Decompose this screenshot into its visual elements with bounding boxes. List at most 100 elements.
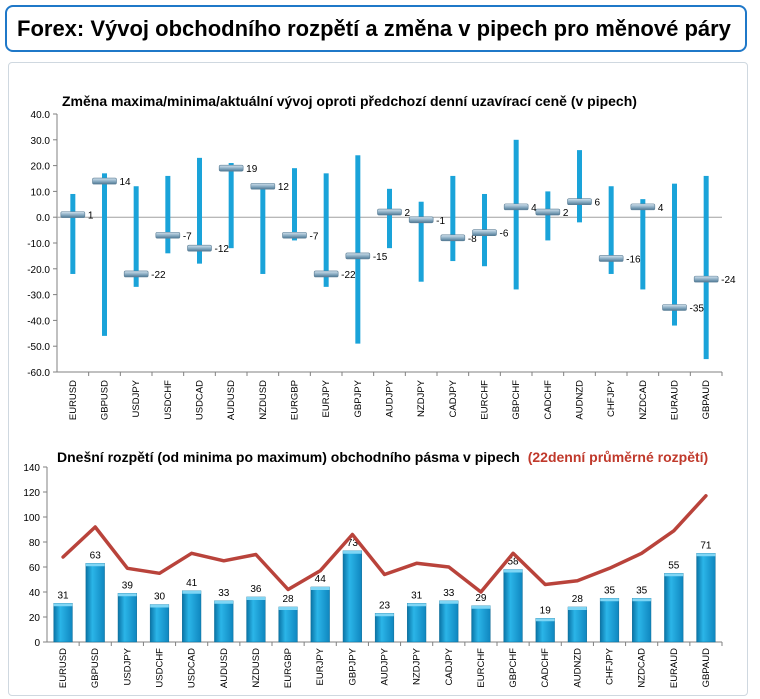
chart2-category-label: CHFJPY [605, 647, 616, 685]
chart1-value-label: 4 [531, 203, 537, 214]
chart1-y-tick-label: 0.0 [36, 213, 50, 224]
chart2-value-label: 63 [90, 550, 102, 561]
chart1-value-label: 2 [405, 208, 411, 219]
chart1-range-bar [640, 199, 646, 290]
chart1-value-label: -6 [500, 229, 509, 240]
chart1-value-label: -24 [721, 275, 736, 286]
chart1-current-marker [662, 304, 687, 311]
chart1-value-label: -8 [468, 234, 477, 245]
chart1-category-label: EURJPY [321, 379, 332, 417]
chart1-value-label: 19 [246, 164, 258, 175]
chart1-category-label: NZDJPY [416, 379, 427, 417]
chart1-current-marker [345, 252, 371, 260]
chart1-current-marker [598, 255, 624, 262]
chart2-value-label: 31 [411, 590, 423, 601]
chart1-value-label: 6 [595, 198, 601, 209]
chart1-title: Změna maxima/minima/aktuální vývoj oprot… [62, 93, 637, 109]
chart2-value-label: 36 [250, 584, 262, 595]
chart1-category-label: AUDNZD [575, 380, 586, 420]
chart2-plot: 140 120 100 80 60 40 20 0 31 EURUSD 63 GBPUSD 39 USDJ… [23, 463, 723, 688]
chart1-range-bar [260, 183, 266, 274]
chart2-bar [535, 618, 555, 643]
page-title: Forex: Vývoj obchodního rozpětí a změna … [17, 16, 731, 41]
chart2-bar-top [118, 593, 137, 597]
chart2-bar [246, 596, 266, 643]
chart2-value-label: 58 [508, 557, 520, 568]
chart2-y-tick-label: 20 [29, 613, 41, 624]
chart2-bar-top [310, 587, 330, 590]
chart1-value-label: -12 [215, 244, 230, 255]
chart1-range-bar [703, 175, 709, 360]
chart1-range-bar [513, 139, 519, 290]
chart1-current-marker [313, 270, 339, 278]
chart1-range-bar [133, 186, 139, 287]
chart1-current-marker [535, 208, 561, 216]
chart1-value-label: -22 [341, 270, 356, 281]
chart1-range-bar [292, 168, 297, 241]
chart1-category-label: CADCHF [543, 380, 554, 420]
chart1-category-label: CHFJPY [606, 379, 617, 417]
chart2-value-label: 29 [475, 593, 487, 604]
chart2-bar [53, 603, 73, 643]
chart2-value-label: 33 [218, 588, 230, 599]
chart2-bar [278, 606, 298, 643]
chart1-range-bar [577, 150, 582, 223]
chart2-bar-top [407, 603, 426, 607]
chart2-value-label: 73 [347, 538, 359, 549]
chart2-value-label: 55 [668, 560, 680, 571]
chart1-y-tick-label: -30.0 [27, 291, 50, 302]
chart1-category-label: EURCHF [480, 380, 491, 420]
chart1-current-marker [503, 203, 529, 211]
chart2-bar [182, 590, 202, 643]
chart1-y-tick-label: 40.0 [31, 110, 51, 121]
chart1-value-label: -7 [183, 231, 192, 242]
chart2-bar-top [471, 605, 491, 609]
chart1-y-tick-label: -60.0 [27, 368, 50, 379]
chart2-category-label: AUDJPY [380, 647, 391, 685]
chart2-average-line [61, 494, 708, 594]
chart2-value-label: 30 [154, 592, 166, 603]
chart1-current-marker [92, 177, 117, 185]
chart1-category-label: CADJPY [448, 379, 459, 417]
chart2-bar [503, 569, 523, 643]
chart2-bar-top [182, 590, 201, 594]
chart1-range-bar [418, 201, 424, 282]
chart2-y-tick-label: 40 [29, 588, 41, 599]
chart1-range-bar [197, 157, 202, 264]
chart1-value-label: 14 [120, 177, 132, 188]
chart1-range-bar [545, 191, 551, 241]
chart2-title-highlight: (22denní průměrné rozpětí) [528, 449, 708, 465]
chart2-value-label: 33 [443, 588, 455, 599]
chart1-current-marker [155, 231, 181, 239]
chart2-bar [342, 550, 362, 643]
chart1-category-label: GBPJPY [353, 379, 364, 417]
chart1-current-marker [567, 198, 592, 206]
chart1-value-label: -7 [310, 231, 319, 242]
chart2-value-label: 28 [572, 594, 584, 605]
chart2-value-label: 71 [700, 540, 712, 551]
chart2-bar-top [85, 563, 105, 567]
chart1-category-label: EURUSD [68, 380, 79, 420]
chart1-current-marker [123, 270, 149, 278]
chart2-bar-top [214, 600, 234, 604]
chart2-category-label: NZDJPY [412, 647, 423, 685]
chart2-bar [664, 573, 684, 643]
chart2-bar [117, 593, 137, 643]
chart2-bar-top [632, 598, 651, 602]
chart2-category-label: USDCHF [155, 648, 166, 688]
chart2-category-label: NZDUSD [251, 648, 262, 688]
chart1-current-marker [218, 164, 244, 172]
chart1-y-tick-label: 20.0 [31, 162, 51, 173]
chart2-category-label: EURAUD [669, 648, 680, 688]
chart2-bar [696, 553, 716, 643]
chart1-y-tick-label: -10.0 [27, 239, 50, 250]
chart1-category-label: AUDUSD [226, 380, 237, 420]
chart2-bar-top [535, 618, 555, 622]
chart2-bar-top [53, 603, 73, 607]
chart1-current-marker [693, 275, 719, 283]
chart2-value-label: 31 [58, 590, 70, 601]
chart2-bar-top [343, 550, 362, 554]
chart2-value-label: 35 [636, 585, 648, 596]
chart1-y-tick-label: 10.0 [31, 187, 51, 198]
